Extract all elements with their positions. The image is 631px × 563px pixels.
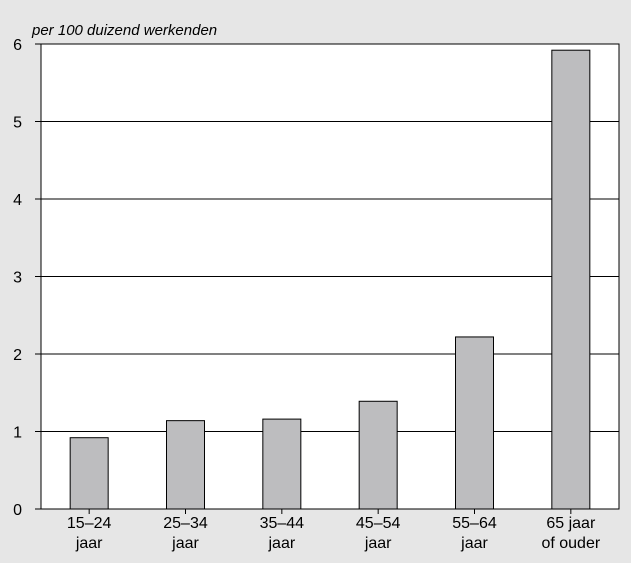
y-tick-label-3: 3 [13,270,22,287]
unit-label: per 100 duizend werkenden [31,22,217,39]
x-tick-label-1-line-1: 15–24 [67,515,112,532]
y-axis: 0 1 2 3 4 5 6 [13,37,41,519]
x-tick-label-3-line-1: 35–44 [260,515,305,532]
x-tick-label-4-line-2: jaar [364,535,392,552]
bar-4 [358,400,398,510]
x-tick-label-5-line-2: jaar [460,535,488,552]
y-tick-label-5: 5 [13,115,22,132]
bars [69,49,591,510]
bar-1 [69,437,109,510]
bar-2 [166,420,205,510]
x-axis: 15–24 jaar 25–34 jaar 35–44 jaar 45–54 jaar 55–6… [67,509,601,552]
x-tick-label-3-line-2: jaar [267,535,295,552]
x-tick-label-2-line-2: jaar [171,535,199,552]
y-tick-label-2: 2 [13,347,22,364]
bar-6 [551,49,591,510]
gridlines [41,121,619,432]
y-tick-label-0: 0 [13,502,22,519]
y-tick-label-6: 6 [13,37,22,54]
bar-5 [455,336,494,510]
y-tick-label-1: 1 [13,425,22,442]
x-tick-label-6-line-1: 65 jaar [546,515,596,532]
y-tick-label-4: 4 [13,192,22,209]
bar-3 [262,418,302,510]
x-tick-label-5-line-1: 55–64 [452,515,497,532]
x-tick-label-1-line-2: jaar [75,535,103,552]
x-tick-label-4-line-1: 45–54 [356,515,401,532]
x-tick-label-2-line-1: 25–34 [163,515,208,532]
x-tick-label-6-line-2: of ouder [541,535,600,552]
